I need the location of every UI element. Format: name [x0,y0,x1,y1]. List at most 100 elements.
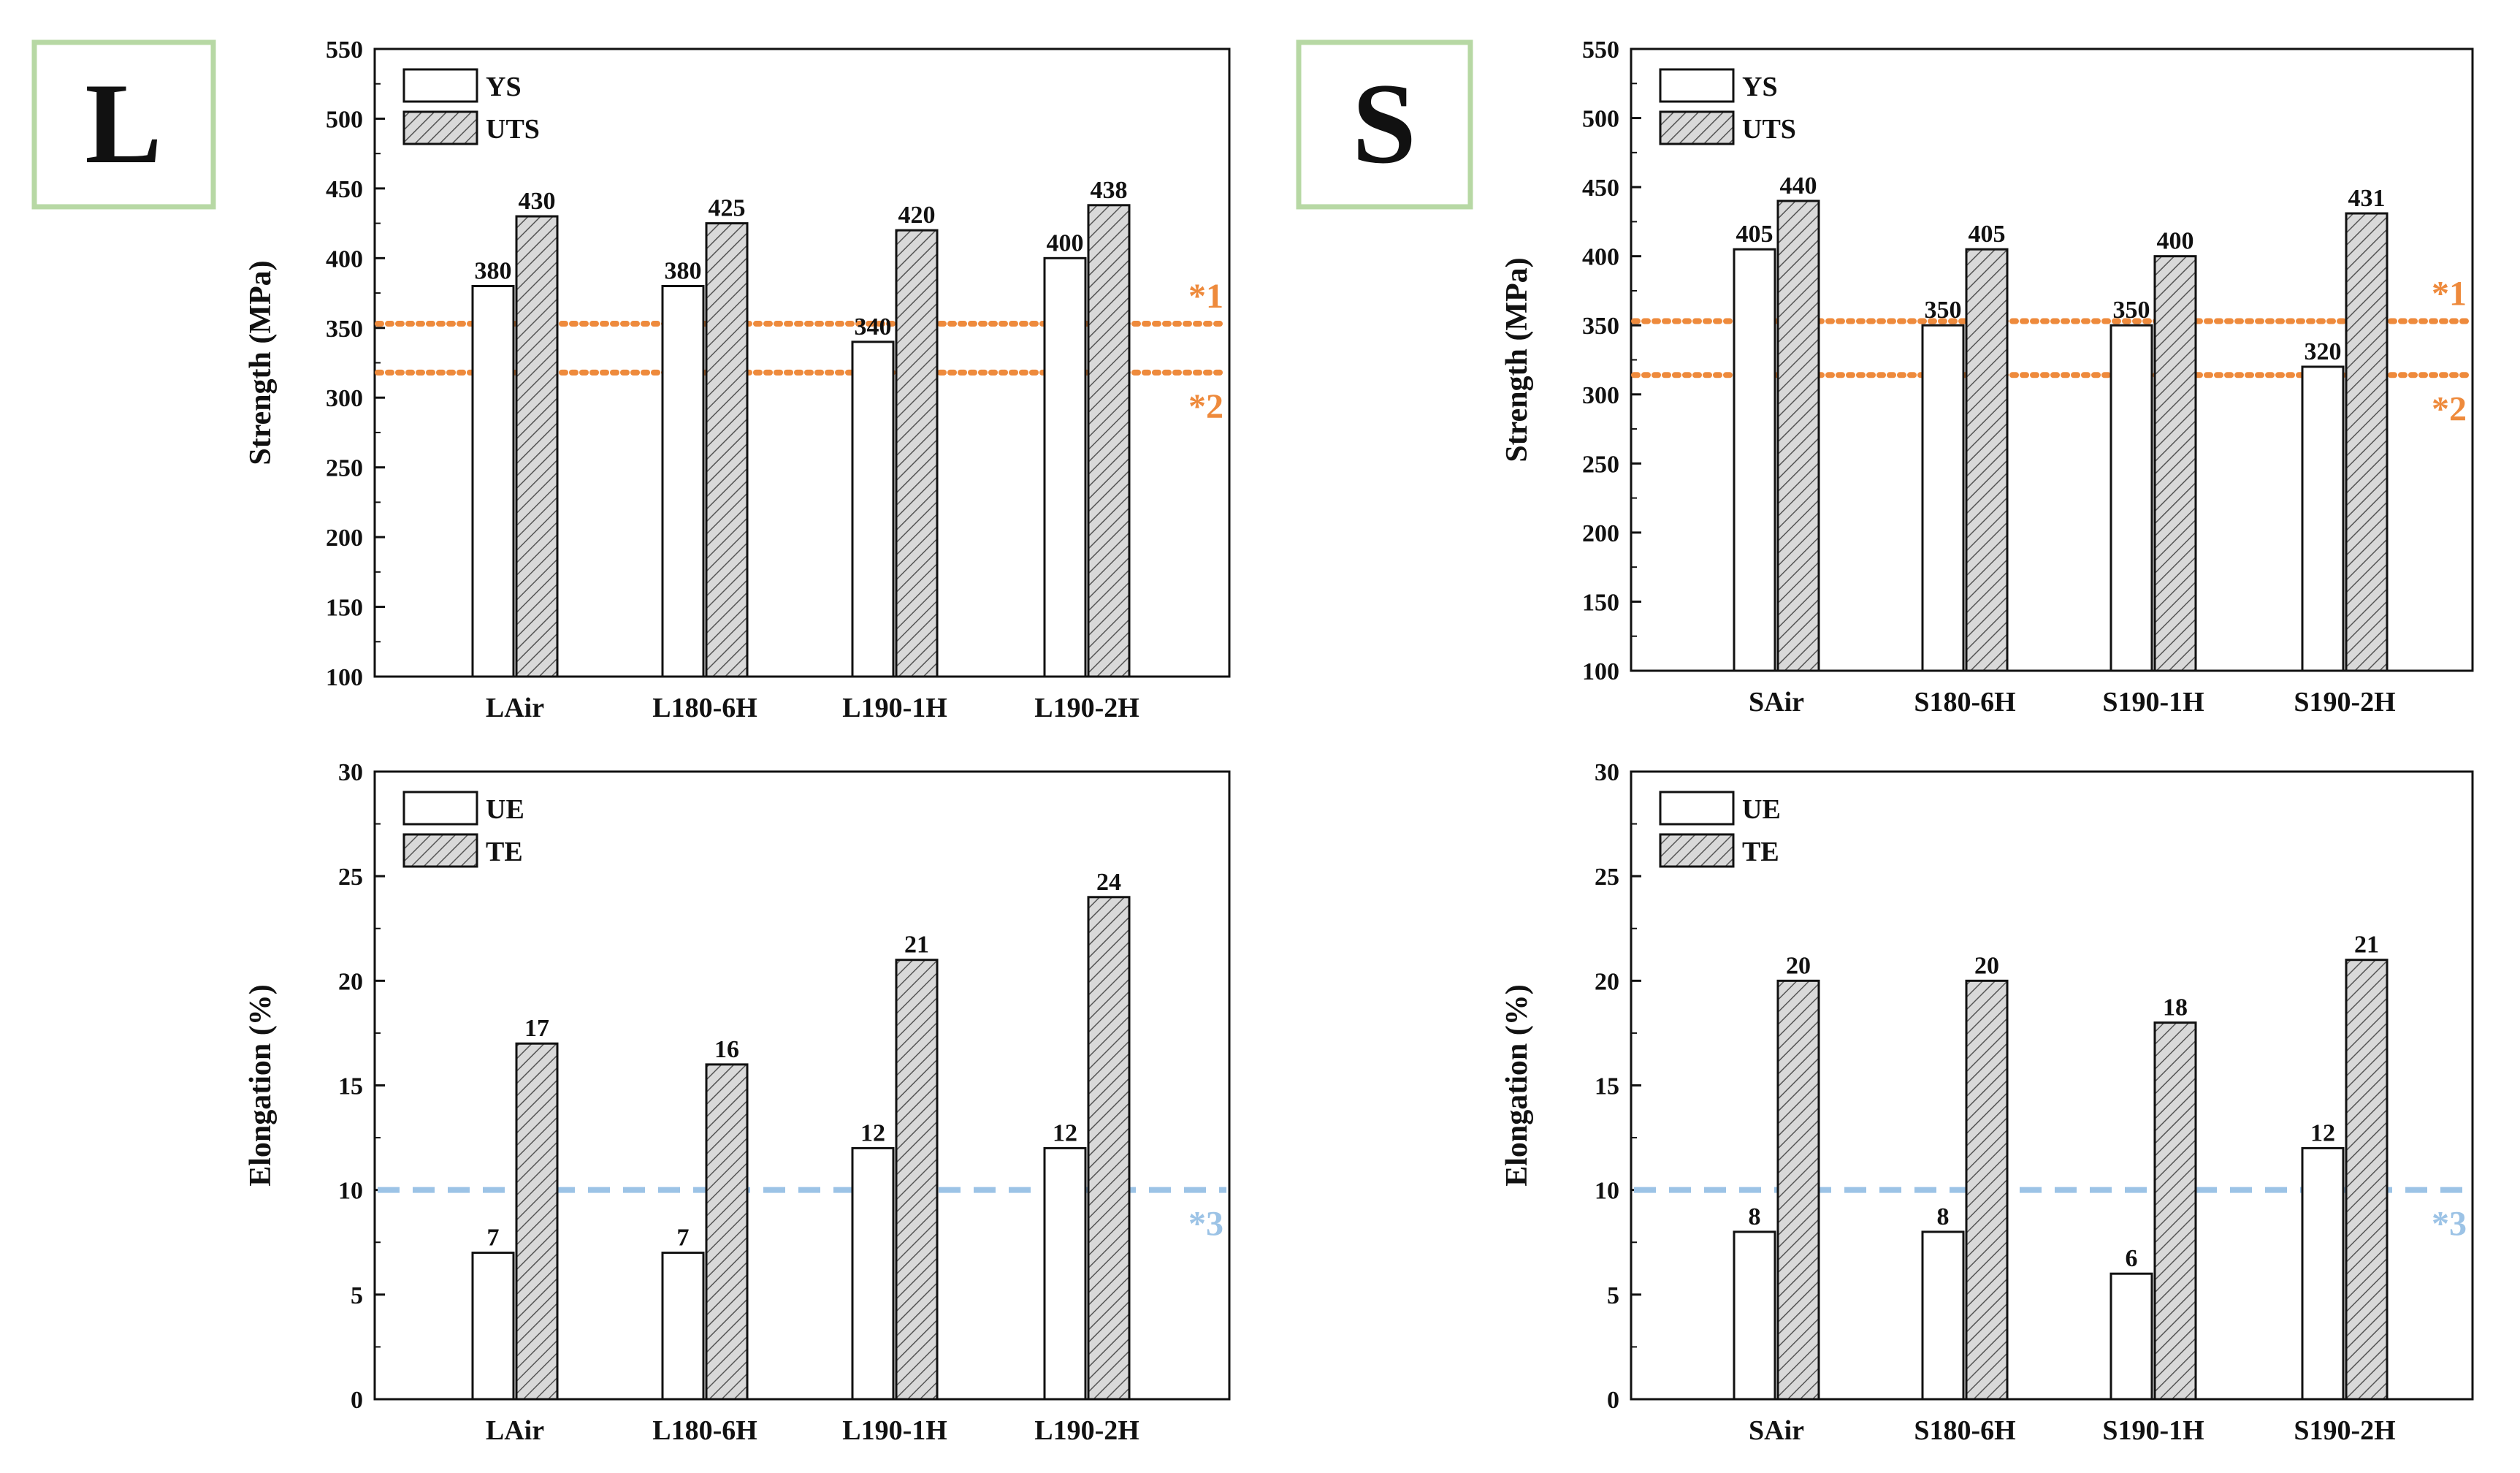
bar-value-label: 440 [1780,172,1817,199]
bar-value-label: 380 [665,258,702,285]
chart-L-strength: 100 150 200 250 300 350 400 450 500 550 Strength (… [244,37,1231,723]
y-tick-label: 250 [1582,451,1619,478]
bar-hatched [895,959,939,1401]
legend-label: UTS [486,114,540,145]
y-tick-label: 30 [338,759,363,786]
y-tick-label: 5 [351,1282,363,1309]
legend-swatch [402,110,478,145]
y-tick-label: 250 [326,455,363,482]
panel-label-frame [1296,39,1473,210]
bar-value-label: 7 [677,1225,690,1252]
bar-open [851,340,895,678]
chart-L-elongation: 0 5 10 15 20 25 30 Elongation (%) *3 7 17 LAir 7 16 L1… [244,759,1231,1446]
bar-hatched [705,1063,749,1401]
panel-label-text: L [85,60,161,188]
y-tick-label: 350 [1582,313,1619,340]
bar-hatched [895,229,939,678]
bar-open [2109,1272,2153,1401]
x-category-label: S190-1H [2102,687,2204,718]
y-tick-label: 300 [1582,382,1619,409]
y-tick-label: 15 [338,1073,363,1100]
bar-open [1733,248,1776,672]
reference-line-label: *2 [1188,387,1223,426]
legend-swatch [402,791,478,826]
bar-value-label: 12 [1053,1119,1077,1146]
x-category-label: LAir [486,1415,544,1446]
bar-value-label: 320 [2305,338,2342,365]
bar-open [471,1252,515,1401]
y-tick-label: 500 [326,106,363,133]
legend-label: YS [1742,72,1778,102]
y-tick-label: 450 [326,176,363,203]
bar-open [851,1146,895,1401]
y-tick-label: 30 [1595,759,1619,786]
bar-value-label: 380 [475,258,512,285]
bar-open [661,285,705,678]
bar-open [1043,1146,1087,1401]
legend-swatch [402,833,478,868]
bar-open [1733,1230,1776,1401]
panel-label-text: S [1352,60,1416,188]
bar-value-label: 24 [1096,869,1121,896]
bar-value-label: 405 [1736,221,1773,248]
y-tick-label: 5 [1607,1282,1619,1309]
bar-value-label: 12 [2310,1119,2335,1146]
bar-value-label: 18 [2163,994,2188,1021]
x-category-label: L190-1H [842,693,947,723]
y-tick-label: 100 [1582,658,1619,685]
bar-value-label: 16 [714,1036,739,1063]
bar-value-label: 350 [2113,297,2150,324]
bar-open [2301,365,2345,672]
bar-value-label: 438 [1091,177,1128,204]
y-tick-label: 550 [1582,37,1619,64]
x-category-label: LAir [486,693,544,723]
reference-line-label: *1 [1188,277,1223,316]
chart-S-strength: 100 150 200 250 300 350 400 450 500 550 Strength (… [1500,37,2474,718]
bar-value-label: 420 [898,202,936,229]
y-tick-label: 350 [326,316,363,343]
bar-hatched [515,1042,559,1401]
y-axis-label: Elongation (%) [1500,984,1534,1187]
bar-hatched [705,222,749,678]
bar-hatched [1965,979,2009,1401]
y-tick-label: 550 [326,37,363,64]
bar-open [1921,1230,1965,1401]
legend-label: UE [1742,794,1781,825]
y-tick-label: 20 [1595,968,1619,995]
reference-line-label: *3 [2432,1205,2467,1244]
bar-open [471,285,515,678]
bar-value-label: 400 [1047,229,1084,256]
x-category-label: L180-6H [652,1415,757,1446]
reference-line-label: *3 [1188,1205,1223,1244]
y-axis-label: Elongation (%) [244,984,278,1187]
y-tick-label: 200 [1582,520,1619,547]
bar-value-label: 21 [904,932,929,959]
x-category-label: SAir [1749,1415,1804,1446]
y-tick-label: 25 [1595,864,1619,891]
bar-open [661,1252,705,1401]
y-axis-label: Strength (MPa) [244,260,278,465]
y-tick-label: 10 [1595,1178,1619,1205]
y-tick-label: 200 [326,525,363,552]
bar-value-label: 405 [1969,221,2006,248]
bar-open [2109,324,2153,672]
legend-swatch [402,68,478,103]
bar-hatched [1776,979,1820,1401]
bar-hatched [2345,212,2389,672]
bar-value-label: 12 [860,1119,885,1146]
legend-swatch [1659,791,1735,826]
y-tick-label: 400 [1582,244,1619,271]
bar-open [2301,1146,2345,1401]
reference-line-label: *2 [2432,389,2467,428]
bar-value-label: 425 [709,195,746,222]
bar-hatched [2345,959,2389,1401]
y-tick-label: 450 [1582,175,1619,202]
bar-value-label: 8 [1937,1203,1950,1230]
x-category-label: SAir [1749,687,1804,718]
y-tick-label: 400 [326,246,363,273]
bar-value-label: 340 [855,313,892,340]
bar-hatched [2153,255,2197,672]
